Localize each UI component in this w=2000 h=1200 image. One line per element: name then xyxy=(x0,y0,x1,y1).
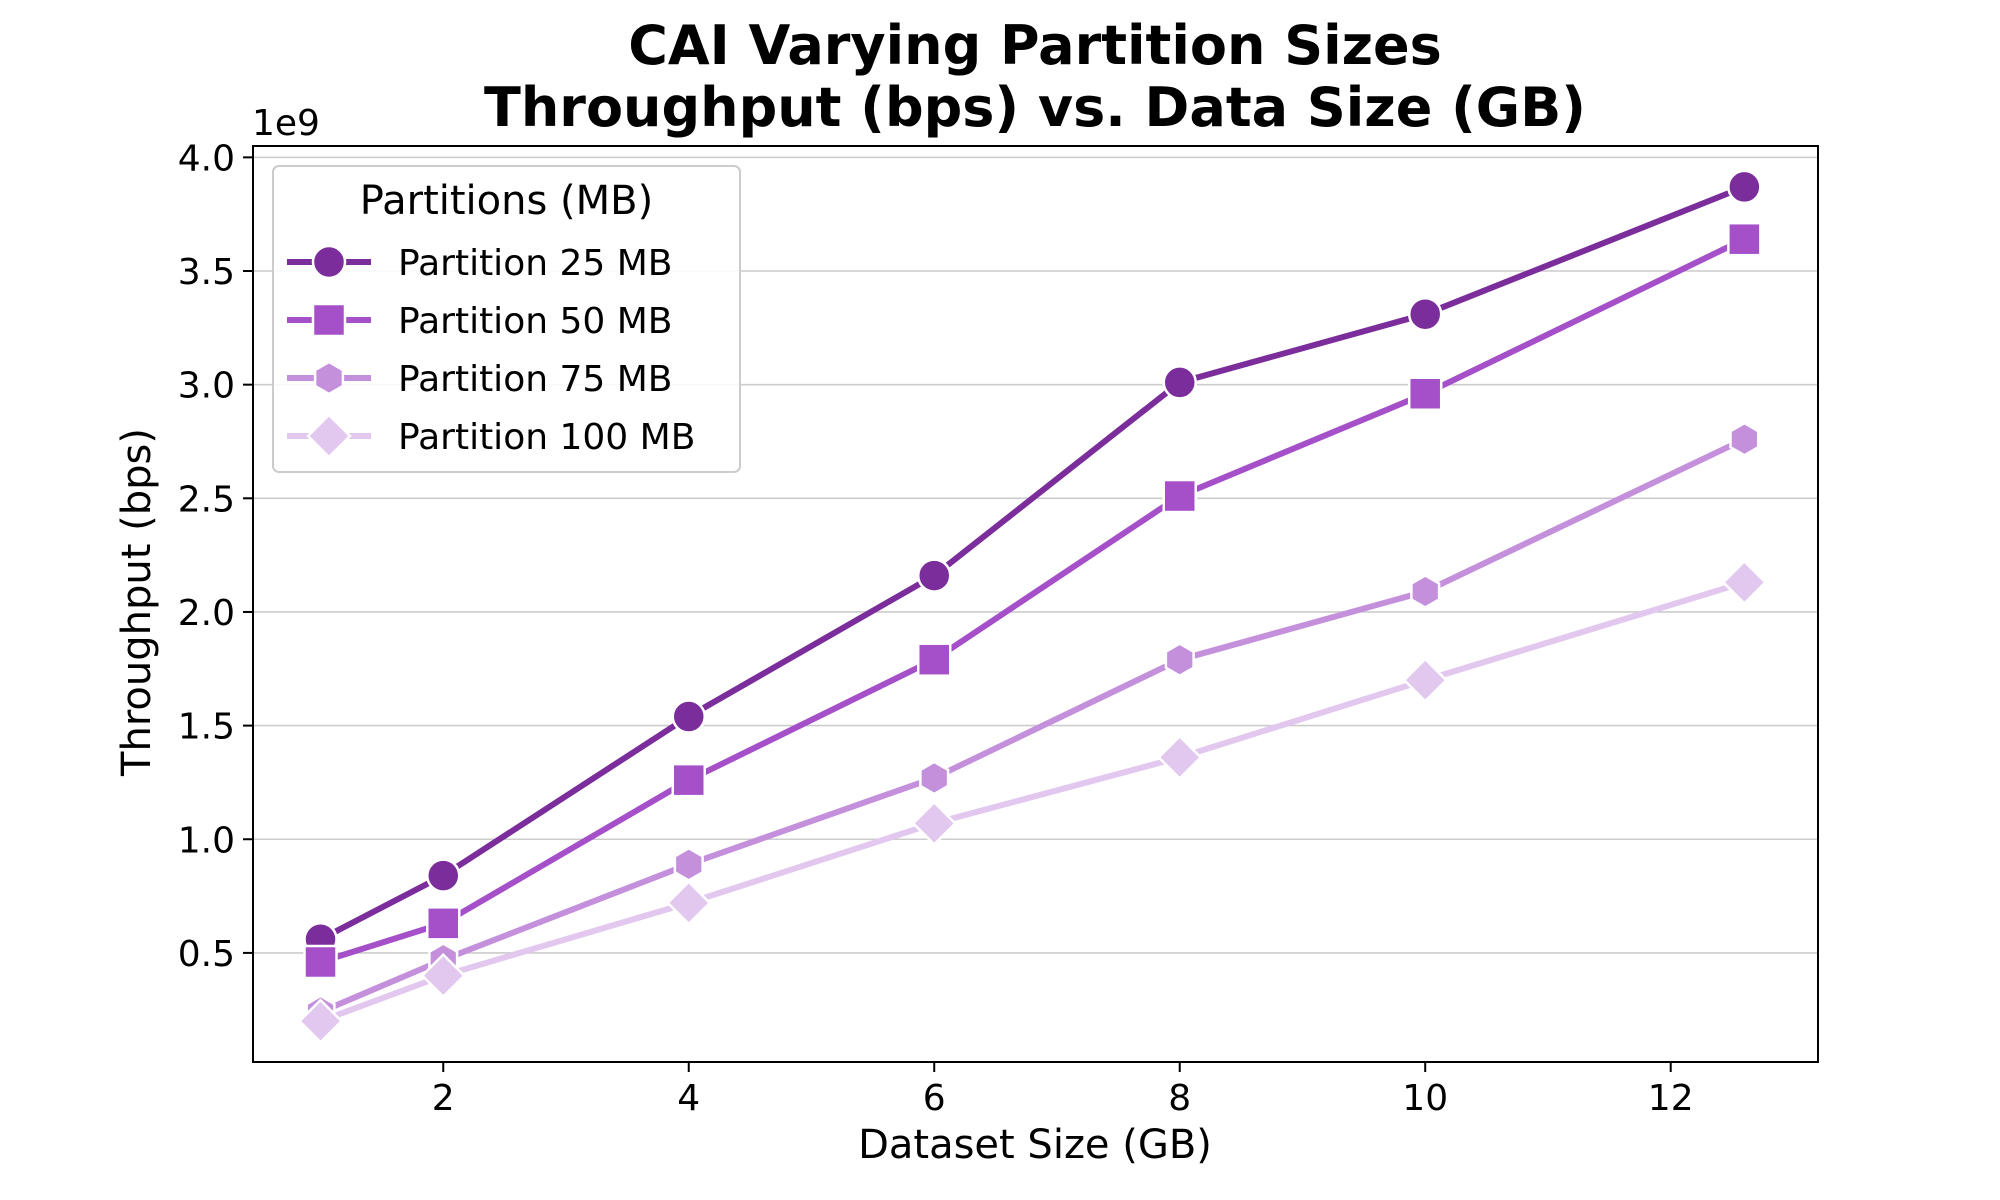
data-point-0-1 xyxy=(426,858,461,893)
chart-title-line-2: Throughput (bps) vs. Data Size (GB) xyxy=(484,76,1586,139)
x-tick-label-2: 6 xyxy=(923,1078,946,1119)
legend-label-3: Partition 100 MB xyxy=(398,417,695,458)
data-point-2-5 xyxy=(1410,574,1441,609)
legend: Partitions (MB) Partition 25 MB Partition … xyxy=(272,165,741,473)
data-point-1-0 xyxy=(303,944,338,980)
legend-label-1: Partition 50 MB xyxy=(398,301,672,342)
legend-marker-0 xyxy=(311,244,347,280)
y-tick-label-1: 1.0 xyxy=(178,820,235,861)
chart-title-line-1: CAI Varying Partition Sizes xyxy=(628,14,1442,77)
y-axis-ticks: 0.5 1.0 1.5 2.0 2.5 3.0 3.5 4.0 xyxy=(178,138,253,975)
y-tick-label-3: 2.0 xyxy=(178,593,235,634)
series-3 xyxy=(297,559,1768,1044)
legend-marker-1 xyxy=(311,302,347,338)
data-point-0-2 xyxy=(671,699,706,734)
y-tick-label-5: 3.0 xyxy=(178,366,235,407)
y-tick-label-7: 4.0 xyxy=(178,138,235,179)
legend-item-3: Partition 100 MB xyxy=(287,413,695,459)
data-point-2-6 xyxy=(1729,421,1760,457)
x-axis-ticks: 2 4 6 8 10 12 xyxy=(432,1062,1694,1119)
legend-box xyxy=(272,165,741,473)
x-tick-label-1: 4 xyxy=(677,1078,700,1119)
x-tick-label-3: 8 xyxy=(1168,1078,1191,1119)
data-point-1-6 xyxy=(1727,221,1762,257)
legend-item-0: Partition 25 MB xyxy=(287,243,672,284)
data-point-1-5 xyxy=(1407,376,1443,412)
chart-title: CAI Varying Partition Sizes Throughput (… xyxy=(484,14,1586,139)
data-point-1-4 xyxy=(1162,478,1197,514)
data-point-3-6 xyxy=(1721,559,1768,606)
y-offset-label: 1e9 xyxy=(252,103,320,144)
y-tick-label-4: 2.5 xyxy=(178,479,235,520)
data-point-1-2 xyxy=(671,762,706,798)
legend-item-1: Partition 50 MB xyxy=(287,301,672,342)
legend-marker-3 xyxy=(306,413,352,459)
data-point-1-1 xyxy=(426,906,461,941)
plot-frame xyxy=(252,145,1819,1063)
data-point-2-4 xyxy=(1164,642,1195,678)
series-line-3 xyxy=(319,579,1746,1024)
data-point-3-2 xyxy=(665,880,712,926)
data-point-2-3 xyxy=(919,760,950,796)
x-tick-label-4: 10 xyxy=(1402,1078,1448,1119)
data-point-3-0 xyxy=(297,998,344,1044)
y-tick-label-0: 0.5 xyxy=(178,934,235,975)
y-axis-label: Throughput (bps) xyxy=(114,428,160,777)
y-tick-label-2: 1.5 xyxy=(178,707,235,748)
data-point-0-4 xyxy=(1162,365,1197,400)
data-point-3-1 xyxy=(420,952,467,999)
x-tick-label-5: 12 xyxy=(1648,1078,1694,1119)
legend-label-2: Partition 75 MB xyxy=(398,359,672,400)
series-1 xyxy=(303,221,1762,980)
data-point-0-5 xyxy=(1407,296,1443,332)
data-point-3-3 xyxy=(911,800,958,847)
data-point-3-4 xyxy=(1156,734,1203,781)
data-point-0-3 xyxy=(916,558,952,593)
data-point-1-3 xyxy=(916,642,952,677)
data-point-2-2 xyxy=(673,846,704,882)
series-layer xyxy=(297,169,1768,1044)
legend-label-0: Partition 25 MB xyxy=(398,243,672,284)
y-tick-label-6: 3.5 xyxy=(178,252,235,293)
legend-title: Partitions (MB) xyxy=(360,178,653,224)
data-point-0-6 xyxy=(1727,169,1762,205)
x-tick-label-0: 2 xyxy=(432,1078,455,1119)
x-axis-label: Dataset Size (GB) xyxy=(858,1122,1212,1168)
legend-marker-2 xyxy=(313,360,345,396)
data-point-3-5 xyxy=(1402,657,1448,703)
legend-item-2: Partition 75 MB xyxy=(287,359,672,400)
